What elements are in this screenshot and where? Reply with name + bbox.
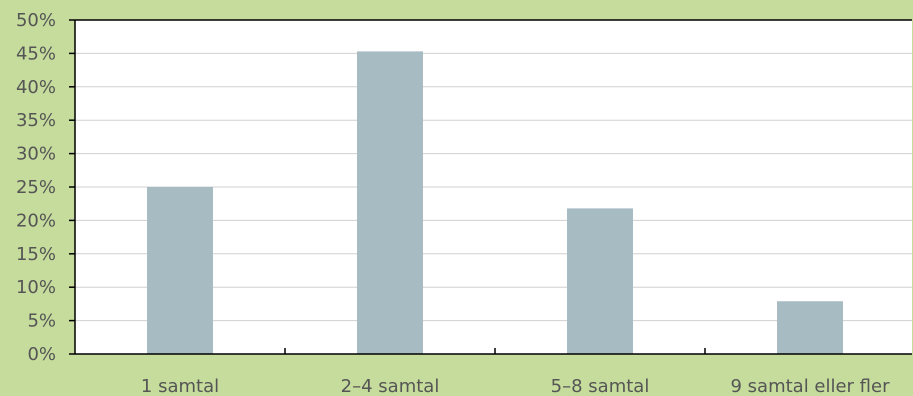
x-tick-label: 9 samtal eller fler [730, 376, 890, 396]
y-tick-label: 40% [16, 77, 56, 98]
y-tick-label: 50% [16, 10, 56, 31]
bars [147, 51, 843, 355]
y-tick-label: 15% [16, 244, 56, 265]
bar [777, 301, 843, 354]
x-tick-label: 1 samtal [141, 376, 219, 396]
y-tick-label: 25% [16, 177, 56, 198]
y-tick-label: 5% [27, 311, 56, 332]
y-tick-label: 20% [16, 210, 56, 231]
y-tick-label: 45% [16, 43, 56, 64]
y-tick-label: 35% [16, 110, 56, 131]
axes [69, 19, 912, 355]
axis-labels: 0% 5% 10% 15% 20% 25% 30% 35% 40% 45% 50% 1 samtal 2… [16, 10, 890, 396]
bar [567, 208, 633, 354]
x-tick-label: 5–8 samtal [551, 376, 650, 396]
x-tick-label: 2–4 samtal [341, 376, 440, 396]
y-tick-label: 30% [16, 144, 56, 165]
y-tick-label: 10% [16, 277, 56, 298]
bar [357, 51, 423, 355]
bar [147, 187, 213, 354]
y-tick-label: 0% [27, 344, 56, 365]
